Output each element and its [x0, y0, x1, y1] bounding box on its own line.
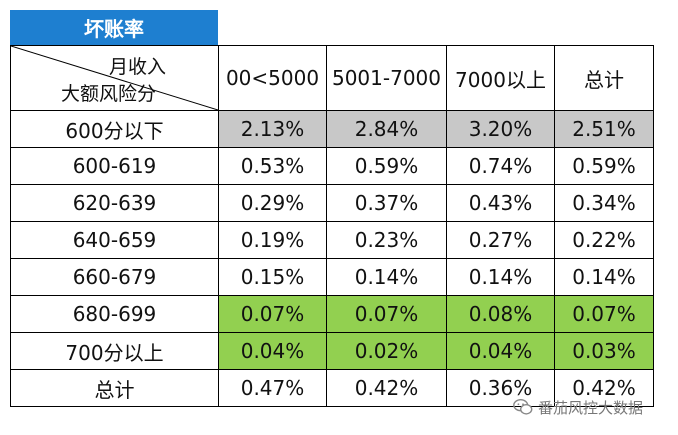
table-row: 640-659 0.19% 0.23% 0.27% 0.22% — [10, 221, 654, 259]
watermark: 番茄风控大数据 — [512, 396, 643, 418]
row-label: 700分以上 — [10, 332, 219, 370]
table-cell: 0.47% — [218, 369, 327, 407]
row-label: 640-659 — [10, 221, 219, 259]
corner-column-label: 月收入 — [108, 56, 166, 78]
table-cell: 0.43% — [446, 184, 555, 222]
bad-debt-rate-table: 月收入 大额风险分 00<5000 5001-7000 7000以上 总计 60… — [10, 45, 654, 407]
table-row: 600-619 0.53% 0.59% 0.74% 0.59% — [10, 147, 654, 185]
table-cell: 0.14% — [554, 258, 654, 296]
table-cell: 0.07% — [326, 295, 447, 333]
table-cell: 2.13% — [218, 110, 327, 148]
table-cell: 0.07% — [554, 295, 654, 333]
table-row: 总计 0.47% 0.42% 0.36% 0.42% — [10, 369, 654, 407]
row-label: 680-699 — [10, 295, 219, 333]
table-cell: 0.02% — [326, 332, 447, 370]
table-row: 680-699 0.07% 0.07% 0.08% 0.07% — [10, 295, 654, 333]
table-cell: 0.08% — [446, 295, 555, 333]
table-cell: 2.84% — [326, 110, 447, 148]
table-cell: 3.20% — [446, 110, 555, 148]
table-cell: 2.51% — [554, 110, 654, 148]
table-cell: 0.15% — [218, 258, 327, 296]
table-cell: 0.34% — [554, 184, 654, 222]
table-cell: 0.53% — [218, 147, 327, 185]
table-cell: 0.22% — [554, 221, 654, 259]
column-header: 总计 — [554, 45, 654, 111]
corner-row-label: 大额风险分 — [61, 83, 157, 105]
table-cell: 0.07% — [218, 295, 327, 333]
diagonal-divider — [11, 46, 218, 110]
column-header: 00<5000 — [218, 45, 327, 111]
row-label: 600-619 — [10, 147, 219, 185]
table-cell: 0.42% — [326, 369, 447, 407]
table-cell: 0.27% — [446, 221, 555, 259]
table-cell: 0.04% — [218, 332, 327, 370]
table-cell: 0.42% — [554, 369, 654, 407]
table-row: 700分以上 0.04% 0.02% 0.04% 0.03% — [10, 332, 654, 370]
column-header: 5001-7000 — [326, 45, 447, 111]
table-cell: 0.37% — [326, 184, 447, 222]
table-cell: 0.59% — [326, 147, 447, 185]
table-cell: 0.04% — [446, 332, 555, 370]
column-header: 7000以上 — [446, 45, 555, 111]
row-label: 600分以下 — [10, 110, 219, 148]
watermark-text: 番茄风控大数据 — [538, 398, 644, 417]
table-cell: 0.23% — [326, 221, 447, 259]
wechat-icon — [513, 398, 533, 415]
table-cell: 0.03% — [554, 332, 654, 370]
table-cell: 0.59% — [554, 147, 654, 185]
table-cell: 0.36% — [446, 369, 555, 407]
row-label: 660-679 — [10, 258, 219, 296]
table-cell: 0.74% — [446, 147, 555, 185]
corner-cell: 月收入 大额风险分 — [10, 45, 219, 111]
row-label: 620-639 — [10, 184, 219, 222]
row-label: 总计 — [10, 369, 219, 407]
table-row: 620-639 0.29% 0.37% 0.43% 0.34% — [10, 184, 654, 222]
header-row: 月收入 大额风险分 00<5000 5001-7000 7000以上 总计 — [10, 45, 654, 111]
table-cell: 0.19% — [218, 221, 327, 259]
table-cell: 0.14% — [326, 258, 447, 296]
table-row: 660-679 0.15% 0.14% 0.14% 0.14% — [10, 258, 654, 296]
table-cell: 0.29% — [218, 184, 327, 222]
table-cell: 0.14% — [446, 258, 555, 296]
table-title: 坏账率 — [10, 10, 218, 45]
table-row: 600分以下 2.13% 2.84% 3.20% 2.51% — [10, 110, 654, 148]
